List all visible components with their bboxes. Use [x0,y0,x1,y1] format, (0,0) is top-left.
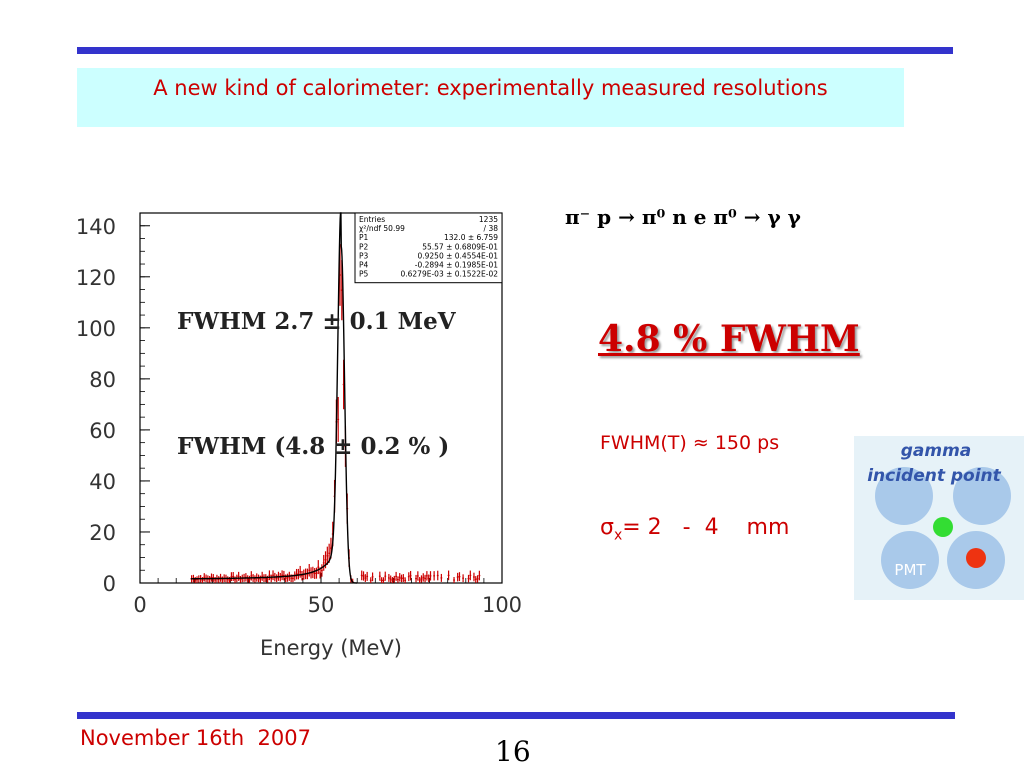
footer-date: November 16th 2007 [80,726,311,750]
x-tick-label: 50 [308,593,335,617]
diagram-line1: gamma [901,441,972,461]
stats-value: 55.57 ± 0.6809E-01 [422,242,498,251]
energy-histogram: 0 20 40 60 80 100 120 140 0 50 100 Energy (MeV) FWHM… [55,183,535,667]
y-tick-label: 140 [76,215,116,239]
x-tick-label: 0 [133,593,146,617]
y-tick-label: 60 [89,419,116,443]
sigma-symbol: σ [600,515,614,540]
pmt-label: PMT [894,561,926,579]
green-dot [933,517,953,537]
stats-box [354,212,503,284]
title-box: A new kind of calorimeter: experimentall… [77,68,904,127]
page-number: 16 [495,735,531,768]
stats-value: 0.6279E-03 ± 0.1522E-02 [400,270,498,279]
pmt-top-left [875,467,933,525]
fwhm-time-resolution: FWHM(T) ≈ 150 ps [600,432,780,454]
stats-key: Entries [359,215,385,224]
slide-title: A new kind of calorimeter: experimentall… [153,76,828,100]
y-tick-label: 80 [89,368,116,392]
stats-value: / 38 [484,224,499,233]
reaction-equation: π⁻ p → π⁰ n e π⁰ → γ γ [565,205,801,229]
y-tick-label: 120 [76,266,116,290]
annotation-fwhm-energy: FWHM 2.7 ± 0.1 MeV [177,308,457,335]
stats-key: P4 [359,261,369,270]
stats-value: -0.2894 ± 0.1985E-01 [415,261,498,270]
pmt-diagram-svg: gamma incident point PMT [854,436,1024,600]
stats-value: 132.0 ± 6.759 [444,233,498,242]
x-tick-label: 100 [482,593,522,617]
y-tick-label: 20 [89,521,116,545]
sigma-subscript: x [613,527,623,544]
bottom-rule [77,712,955,719]
histogram-svg: 0 20 40 60 80 100 120 140 0 50 100 Energy (MeV) FWHM… [76,212,522,660]
stats-value: 1235 [479,215,498,224]
fit-curve [190,212,357,584]
stats-key: χ²/ndf 50.99 [359,224,405,233]
stats-key: P2 [359,242,369,251]
pmt-top-right [953,467,1011,525]
y-tick-label: 100 [76,317,116,341]
headline-resolution: 4.8 % FWHM [598,318,860,360]
gamma-incident-point-diagram: gamma incident point PMT [854,436,1024,604]
sigma-value: = 2 - 4 mm [622,515,790,540]
stats-key: P1 [359,233,369,242]
y-tick-label: 40 [89,470,116,494]
stats-key: P3 [359,251,369,260]
position-resolution: σx= 2 - 4 mm [600,515,789,543]
stats-key: P5 [359,270,369,279]
pmt-bottom-left [881,531,939,589]
top-rule [77,47,953,54]
x-axis-label: Energy (MeV) [260,636,402,660]
annotation-fwhm-percent: FWHM (4.8 ± 0.2 % ) [177,433,449,460]
stats-value: 0.9250 ± 0.4554E-01 [417,251,498,260]
y-tick-label: 0 [103,572,116,596]
diagram-line2: incident point [867,466,1001,486]
red-dot [966,548,986,568]
